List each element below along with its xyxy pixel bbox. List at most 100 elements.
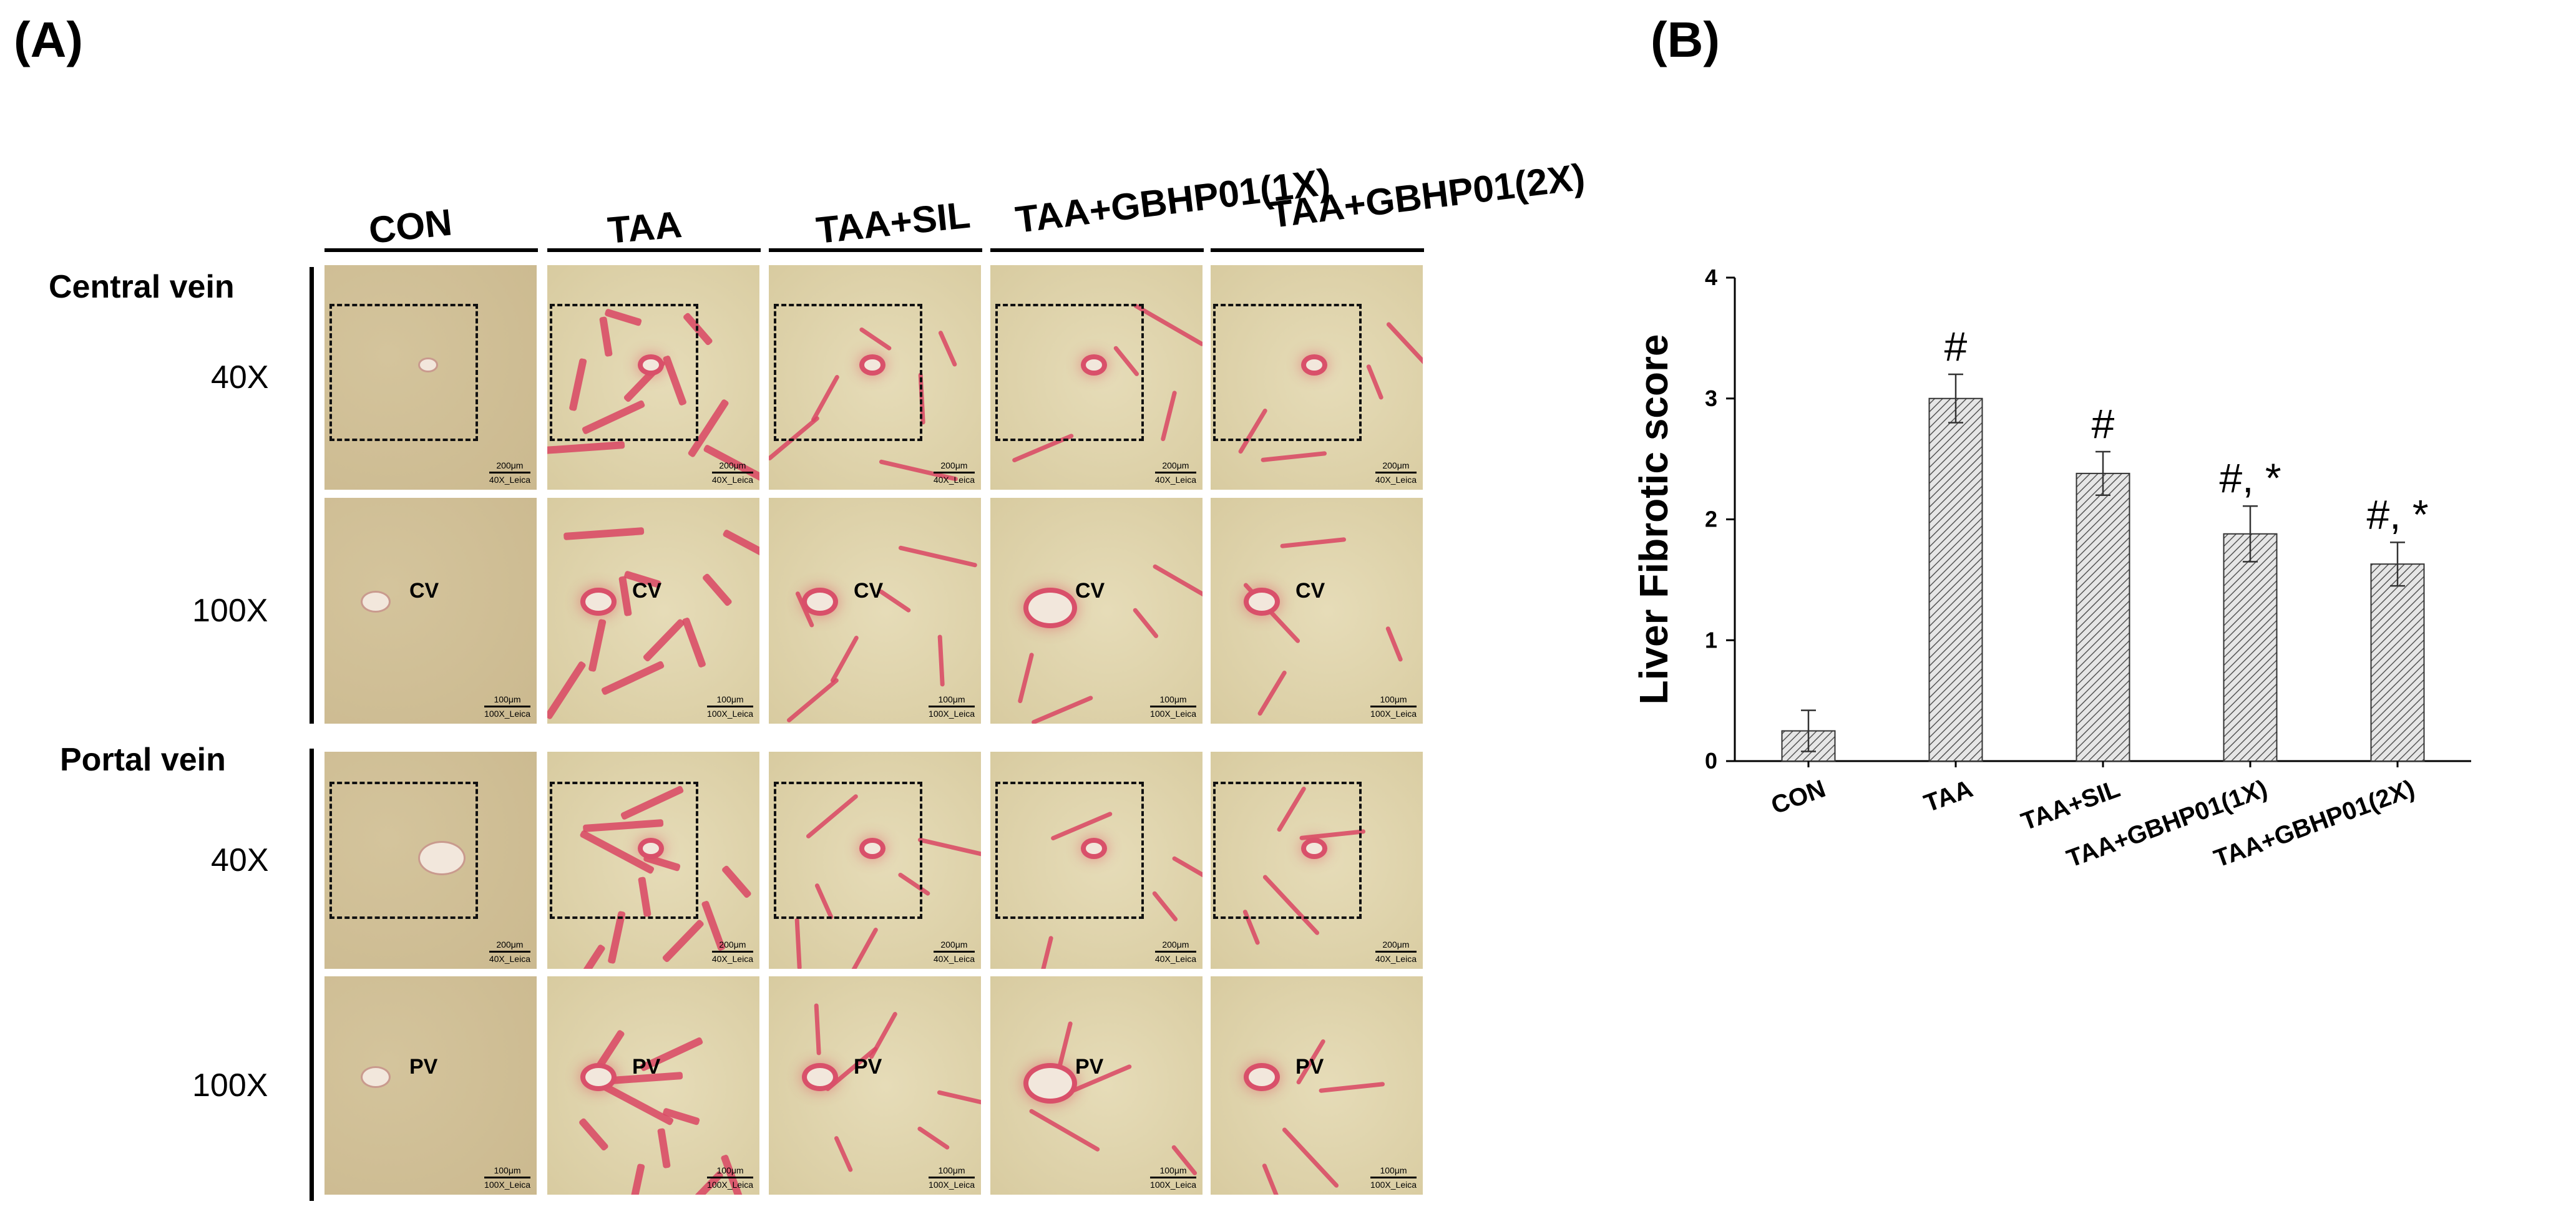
zoom-region-box	[774, 304, 922, 441]
scale-bar-text: 200μm	[1382, 940, 1410, 949]
y-tick-label: 0	[1705, 748, 1717, 774]
scale-bar-text: 200μm	[1162, 460, 1189, 470]
scale-bar-text: 100μm	[1380, 694, 1407, 704]
scale-bar-text: 200μm	[1162, 940, 1189, 949]
scale-bar-line	[707, 1177, 753, 1178]
scale-bar-line	[711, 472, 753, 474]
zoom-region-box	[1213, 782, 1362, 919]
scale-bar: 200μm 40X_Leica	[1154, 460, 1196, 485]
scale-bar: 100μm 100X_Leica	[1150, 694, 1196, 719]
scale-bar-text: 200μm	[719, 940, 746, 949]
micrograph-tile: 200μm 40X_Leica	[547, 265, 759, 490]
scale-bar: 100μm 100X_Leica	[707, 1165, 753, 1190]
x-tick-label: TAA	[1921, 775, 1977, 817]
scale-bar: 100μm 100X_Leica	[1370, 1165, 1417, 1190]
magnification-label: 40X	[211, 842, 269, 878]
vessel-lumen	[1249, 1068, 1276, 1087]
micrograph-tile: CV 100μm 100X_Leica	[324, 498, 537, 724]
tissue-background	[990, 976, 1203, 1195]
tissue-background	[1211, 498, 1423, 724]
vessel-lumen	[1086, 843, 1102, 855]
scale-bar-subtext: 100X_Leica	[929, 709, 975, 719]
scale-bar-line	[1370, 706, 1417, 707]
tissue-background	[769, 976, 981, 1195]
zoom-region-box	[329, 304, 478, 441]
scale-bar-subtext: 40X_Leica	[489, 475, 530, 485]
x-tick-label: CON	[1767, 775, 1829, 820]
scale-bar: 100μm 100X_Leica	[484, 1165, 530, 1190]
vessel-lumen	[420, 843, 464, 874]
scale-bar-text: 100μm	[1380, 1165, 1407, 1175]
magnification-label: 100X	[192, 593, 268, 629]
scale-bar-subtext: 40X_Leica	[1375, 475, 1417, 485]
scale-bar-line	[933, 951, 975, 953]
vessel-label: CV	[409, 579, 439, 603]
scale-bar-line	[1150, 1177, 1196, 1178]
vessel-lumen	[1306, 843, 1322, 855]
significance-annotation: #	[2092, 401, 2115, 447]
scale-bar-line	[933, 472, 975, 474]
scale-bar-text: 100μm	[938, 694, 965, 704]
zoom-region-box	[774, 782, 922, 919]
scale-bar-subtext: 40X_Leica	[933, 475, 975, 485]
scale-bar-subtext: 100X_Leica	[1150, 1180, 1196, 1190]
column-header: TAA	[606, 203, 684, 252]
vessel-lumen	[420, 359, 436, 371]
vessel-lumen	[1306, 359, 1322, 371]
zoom-region-box	[550, 782, 698, 919]
section-title: Portal vein	[60, 742, 226, 778]
column-rule	[547, 248, 761, 252]
scale-bar-line	[489, 472, 530, 474]
scale-bar-line	[929, 706, 975, 707]
scale-bar-line	[1375, 472, 1417, 474]
vessel-lumen	[807, 593, 834, 611]
scale-bar-text: 100μm	[1159, 694, 1187, 704]
scale-bar: 200μm 40X_Leica	[711, 940, 753, 964]
column-rule	[990, 248, 1204, 252]
scale-bar-text: 100μm	[494, 1165, 521, 1175]
scale-bar: 200μm 40X_Leica	[711, 460, 753, 485]
scale-bar: 100μm 100X_Leica	[1150, 1165, 1196, 1190]
section-divider	[310, 749, 314, 1201]
scale-bar-text: 200μm	[1382, 460, 1410, 470]
scale-bar-line	[1154, 951, 1196, 953]
scale-bar-line	[1370, 1177, 1417, 1178]
scale-bar-text: 100μm	[938, 1165, 965, 1175]
scale-bar: 200μm 40X_Leica	[1154, 940, 1196, 964]
micrograph-tile: PV 100μm 100X_Leica	[769, 976, 981, 1195]
scale-bar: 200μm 40X_Leica	[1375, 460, 1417, 485]
scale-bar: 200μm 40X_Leica	[489, 460, 530, 485]
vessel-label: PV	[854, 1055, 882, 1079]
scale-bar-text: 100μm	[716, 1165, 744, 1175]
vessel-lumen	[643, 359, 659, 371]
micrograph-tile: 200μm 40X_Leica	[547, 752, 759, 969]
x-tick-label: TAA+SIL	[2017, 775, 2124, 836]
vessel-lumen	[864, 843, 881, 855]
panel-b-label: (B)	[1651, 12, 1720, 67]
scale-bar-line	[929, 1177, 975, 1178]
bar	[2370, 563, 2425, 762]
scale-bar-line	[707, 706, 753, 707]
y-tick-label: 1	[1705, 627, 1717, 653]
scale-bar-text: 200μm	[496, 460, 524, 470]
y-tick-label: 2	[1705, 507, 1717, 532]
tissue-background	[1211, 976, 1423, 1195]
scale-bar-line	[484, 706, 530, 707]
significance-annotation: #	[1944, 323, 1968, 369]
scale-bar-line	[1150, 706, 1196, 707]
micrograph-tile: 200μm 40X_Leica	[324, 752, 537, 969]
scale-bar-subtext: 40X_Leica	[933, 954, 975, 964]
vessel-label: CV	[854, 579, 884, 603]
tissue-background	[769, 265, 981, 490]
scale-bar-line	[1154, 472, 1196, 474]
scale-bar-subtext: 40X_Leica	[1154, 954, 1196, 964]
scale-bar-text: 100μm	[1159, 1165, 1187, 1175]
bar	[1928, 397, 1983, 762]
scale-bar-subtext: 40X_Leica	[711, 954, 753, 964]
scale-bar: 100μm 100X_Leica	[1370, 694, 1417, 719]
micrograph-tile: 200μm 40X_Leica	[769, 265, 981, 490]
zoom-region-box	[550, 304, 698, 441]
significance-annotation: #, *	[2219, 455, 2281, 501]
column-rule	[324, 248, 538, 252]
scale-bar-subtext: 100X_Leica	[707, 709, 753, 719]
